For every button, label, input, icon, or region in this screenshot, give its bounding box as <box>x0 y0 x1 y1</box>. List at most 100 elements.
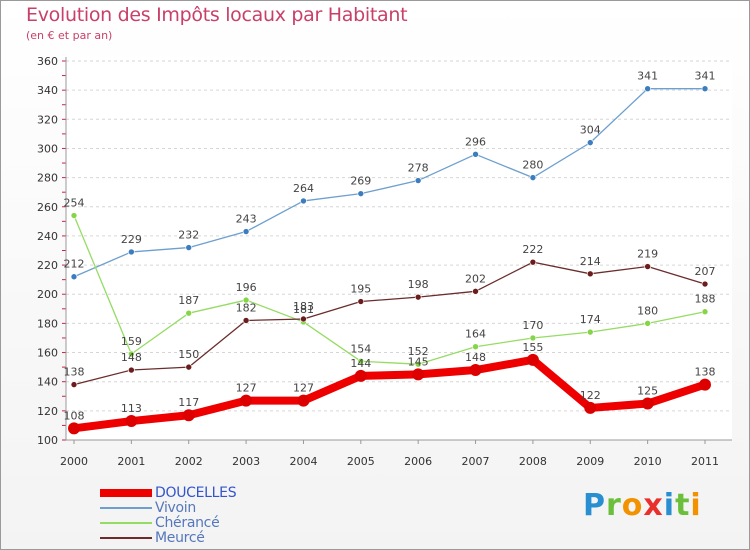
legend-swatch <box>100 522 152 524</box>
data-point <box>240 394 253 407</box>
logo-letter: i <box>690 488 702 523</box>
x-tick-label: 2009 <box>576 455 604 468</box>
data-point <box>70 212 78 219</box>
data-point <box>414 360 422 368</box>
data-point <box>412 368 425 381</box>
data-point <box>297 394 310 407</box>
data-point <box>128 366 135 374</box>
data-point <box>414 177 422 184</box>
chart-title: Evolution des Impôts locaux par Habitant <box>26 4 408 26</box>
data-label: 122 <box>580 389 601 402</box>
data-label: 164 <box>465 328 486 341</box>
data-point <box>529 258 537 266</box>
data-label: 174 <box>580 313 601 326</box>
legend-item: DOUCELLES <box>100 485 237 501</box>
data-point <box>701 280 709 288</box>
data-point <box>586 328 594 336</box>
data-label: 188 <box>695 293 716 306</box>
data-label: 113 <box>121 402 142 415</box>
y-tick-label: 180 <box>37 317 58 330</box>
legend-label: DOUCELLES <box>155 485 237 501</box>
series-line-meurcé <box>73 261 706 386</box>
data-label: 127 <box>236 382 257 395</box>
x-tick-label: 2007 <box>462 455 490 468</box>
y-tick-label: 160 <box>37 347 58 360</box>
data-point <box>584 401 597 414</box>
x-tick-label: 2004 <box>289 455 317 468</box>
data-label: 159 <box>121 335 142 348</box>
data-label: 254 <box>64 197 85 210</box>
data-label: 182 <box>236 301 257 314</box>
data-point <box>701 85 709 92</box>
data-label: 202 <box>465 272 486 285</box>
data-label: 170 <box>522 319 543 332</box>
y-tick-label: 200 <box>37 288 58 301</box>
legend-label: Chérancé <box>155 515 220 531</box>
data-label: 117 <box>178 396 199 409</box>
data-label: 264 <box>293 182 314 195</box>
data-point <box>644 320 651 327</box>
data-point <box>185 244 193 251</box>
legend-swatch <box>100 507 152 509</box>
data-label: 207 <box>695 265 716 278</box>
x-tick-label: 2002 <box>175 455 203 468</box>
data-label: 195 <box>350 283 371 296</box>
data-label: 341 <box>637 70 658 83</box>
data-label: 214 <box>580 255 601 268</box>
x-tick-label: 2001 <box>117 455 145 468</box>
chart-subtitle: (en € et par an) <box>26 29 113 42</box>
logo-letter: o <box>621 488 644 523</box>
data-label: 304 <box>580 124 601 137</box>
data-label: 269 <box>350 175 371 188</box>
data-label: 196 <box>236 281 257 294</box>
y-tick-label: 340 <box>37 84 58 97</box>
data-label: 243 <box>236 213 257 226</box>
data-point <box>644 263 651 270</box>
legend-item: Chérancé <box>100 515 220 531</box>
data-point <box>128 350 135 358</box>
data-label: 108 <box>64 409 85 422</box>
data-label: 127 <box>293 382 314 395</box>
x-tick-label: 2000 <box>60 455 88 468</box>
data-label: 180 <box>637 304 658 317</box>
x-tick-label: 2011 <box>691 455 719 468</box>
data-label: 155 <box>522 341 543 354</box>
logo-letter: P <box>583 488 606 523</box>
data-label: 148 <box>121 351 142 364</box>
data-point <box>125 415 138 428</box>
legend-label: Meurcé <box>155 530 205 546</box>
series-line-doucelles <box>70 355 709 433</box>
data-point <box>472 288 479 295</box>
data-point <box>529 334 537 342</box>
data-label: 212 <box>64 258 85 271</box>
y-tick-label: 360 <box>37 55 58 68</box>
data-label: 187 <box>178 294 199 307</box>
data-point <box>414 293 422 301</box>
y-tick-label: 100 <box>37 434 58 447</box>
data-point <box>242 317 250 324</box>
x-tick-label: 2008 <box>519 455 547 468</box>
data-label: 278 <box>408 162 429 175</box>
data-label: 148 <box>465 351 486 364</box>
legend-item: Meurcé <box>100 530 205 546</box>
data-point <box>472 343 479 351</box>
x-tick-label: 2005 <box>347 455 375 468</box>
legend-item: Vivoin <box>100 500 196 516</box>
data-point <box>644 85 651 92</box>
y-tick-label: 120 <box>37 405 58 418</box>
data-point <box>529 174 537 181</box>
data-point <box>185 309 193 317</box>
data-label: 229 <box>121 233 142 246</box>
legend-label: Vivoin <box>155 500 196 516</box>
x-tick-label: 2010 <box>634 455 662 468</box>
data-label: 144 <box>350 357 371 370</box>
data-label: 154 <box>350 342 371 355</box>
y-tick-label: 240 <box>37 230 58 243</box>
data-point <box>185 363 193 371</box>
legend-swatch <box>100 537 152 539</box>
data-point <box>586 139 594 146</box>
data-point <box>701 308 709 316</box>
y-tick-label: 140 <box>37 376 58 389</box>
y-tick-label: 300 <box>37 142 58 155</box>
